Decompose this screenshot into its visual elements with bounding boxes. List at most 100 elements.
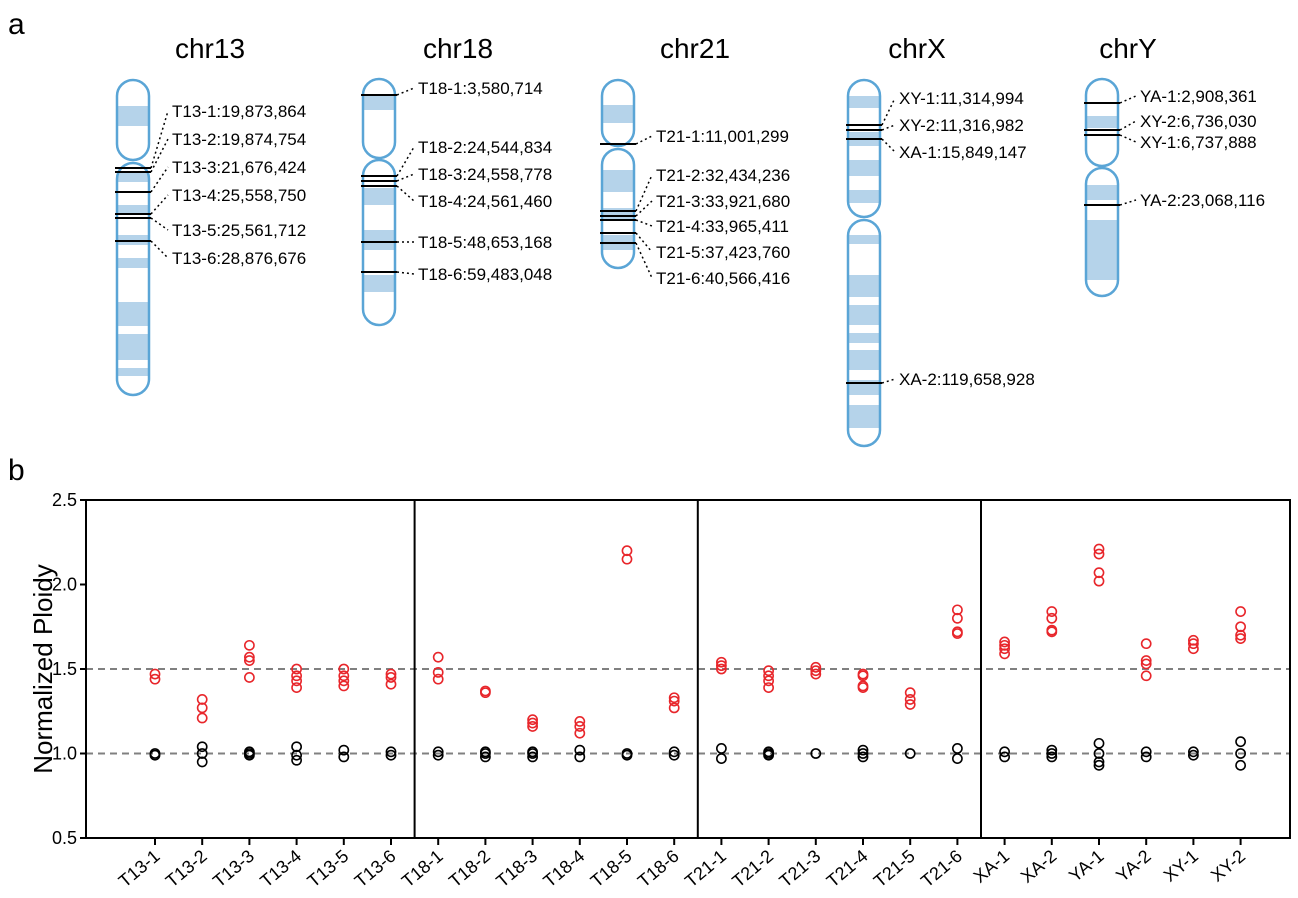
chr21-ideogram: chr21 T21-1:11,001,299 T21-2:32,434,236 T21…: [600, 33, 790, 288]
chromosome-band: [1086, 185, 1118, 200]
data-point: [668, 749, 680, 761]
x-tick-label: T21-2: [728, 846, 777, 892]
data-point: [716, 660, 727, 672]
y-tick-label: 2.0: [52, 575, 77, 595]
chromosome-band: [848, 160, 880, 176]
y-axis-title: Normalized Ploidy: [28, 564, 58, 774]
marker-label: XY-2:11,316,982: [899, 116, 1024, 135]
data-point: [338, 680, 350, 692]
marker-label: T21-6:40,566,416: [656, 269, 790, 288]
data-point: [149, 668, 161, 680]
chrY-arm: [1086, 79, 1118, 166]
data-point: [999, 643, 1010, 655]
marker-leader: [150, 138, 169, 173]
data-point: [1188, 749, 1199, 761]
data-point: [527, 748, 538, 759]
data-point: [432, 749, 444, 761]
chr13-title: chr13: [175, 33, 245, 64]
marker-leader: [1119, 134, 1137, 143]
chromosome-band: [363, 230, 395, 250]
data-point: [243, 749, 255, 761]
data-point: [857, 744, 869, 756]
chromosome-band: [602, 105, 634, 123]
y-tick-label: 2.5: [52, 490, 77, 510]
data-point: [668, 746, 680, 758]
marker-label: T21-2:32,434,236: [656, 166, 790, 185]
marker-label: T18-1:3,580,714: [418, 79, 543, 98]
chromosome-band: [848, 235, 880, 244]
data-point: [196, 756, 208, 768]
y-tick-label: 1.5: [52, 659, 77, 679]
data-point: [574, 721, 586, 732]
marker-label: YA-1:2,908,361: [1140, 87, 1257, 106]
data-point: [479, 748, 491, 759]
marker-leader: [396, 173, 415, 182]
marker-label: XA-1:15,849,147: [899, 143, 1027, 162]
data-point: [243, 672, 255, 683]
data-point: [621, 553, 633, 565]
data-point: [763, 665, 774, 677]
data-point: [1093, 543, 1105, 555]
x-tick-label: T21-3: [775, 846, 824, 892]
data-point: [810, 748, 822, 759]
data-point: [338, 670, 350, 682]
data-point: [1093, 756, 1105, 768]
x-tick-label: T21-6: [917, 846, 966, 892]
marker-leader: [635, 242, 653, 279]
marker-leader: [150, 166, 169, 193]
data-point: [385, 668, 397, 680]
data-point: [1046, 606, 1058, 617]
x-tick-label: T18-2: [445, 846, 494, 892]
data-point: [574, 715, 586, 727]
data-point: [857, 682, 869, 693]
data-point: [432, 651, 444, 663]
chromosome-band: [602, 170, 634, 192]
chrX-arm: [848, 220, 880, 446]
data-point: [338, 751, 350, 763]
chromosome-band: [848, 405, 880, 428]
chrY-arm: [1086, 168, 1118, 296]
chromosome-band: [117, 334, 149, 360]
data-point: [149, 673, 161, 685]
data-point: [1235, 759, 1246, 771]
marker-label: T21-1:11,001,299: [656, 127, 789, 146]
marker-label: T21-5:37,423,760: [656, 243, 790, 262]
marker-label: T18-5:48,653,168: [418, 233, 552, 252]
x-tick-label: T18-3: [492, 846, 541, 892]
marker-label: T18-2:24,544,834: [418, 138, 552, 157]
x-tick-label: T18-4: [539, 846, 588, 892]
data-point: [1188, 643, 1199, 655]
chr21-arm: [602, 149, 634, 268]
chrX-outline: [846, 78, 882, 219]
data-point: [904, 748, 916, 759]
x-tick-label: YA-1: [1065, 846, 1107, 886]
data-point: [196, 741, 208, 753]
marker-label: T21-4:33,965,411: [656, 217, 789, 236]
data-point: [291, 682, 302, 693]
x-tick-label: T18-1: [398, 846, 447, 892]
data-point: [952, 753, 963, 764]
marker-leader: [635, 135, 653, 145]
data-point: [1235, 633, 1246, 644]
y-tick-label: 1.0: [52, 744, 77, 764]
marker-label: XY-1:6,737,888: [1140, 133, 1257, 152]
marker-label: YA-2:23,068,116: [1140, 191, 1265, 210]
chrX-arm: [848, 80, 880, 217]
data-point: [763, 670, 774, 682]
marker-leader: [881, 97, 896, 126]
data-point: [904, 699, 916, 710]
marker-leader: [150, 110, 169, 169]
marker-label: XY-1:11,314,994: [899, 89, 1024, 108]
x-tick-label: T21-5: [870, 846, 919, 892]
data-point: [857, 748, 869, 759]
chrY-outline: [1084, 77, 1120, 168]
marker-leader: [1119, 95, 1137, 104]
data-point: [904, 687, 916, 699]
data-point: [1046, 612, 1058, 624]
chromosome-band: [363, 275, 395, 292]
data-point: [1235, 748, 1246, 759]
chr13-arm: [117, 163, 149, 395]
marker-label: T18-3:24,558,778: [418, 165, 552, 184]
data-point: [952, 743, 963, 754]
